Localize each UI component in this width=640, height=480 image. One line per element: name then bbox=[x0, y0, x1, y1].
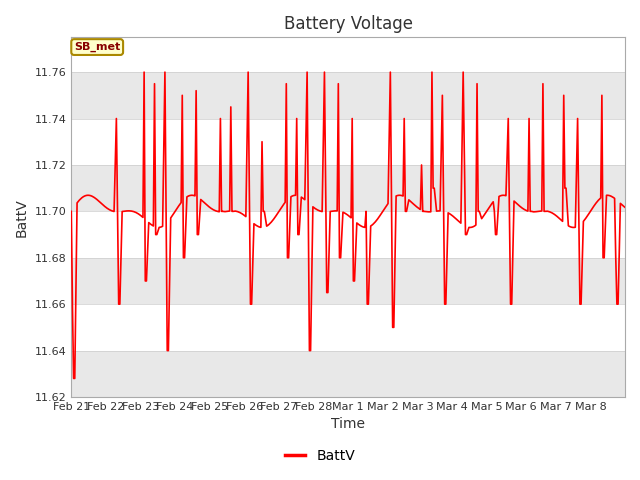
Legend: BattV: BattV bbox=[279, 443, 361, 468]
X-axis label: Time: Time bbox=[331, 418, 365, 432]
Text: SB_met: SB_met bbox=[74, 42, 120, 52]
Bar bbox=[71, 72, 625, 119]
Bar bbox=[71, 165, 625, 211]
Y-axis label: BattV: BattV bbox=[15, 198, 29, 237]
Bar bbox=[71, 258, 625, 304]
Title: Battery Voltage: Battery Voltage bbox=[284, 15, 413, 33]
Bar bbox=[71, 350, 625, 397]
